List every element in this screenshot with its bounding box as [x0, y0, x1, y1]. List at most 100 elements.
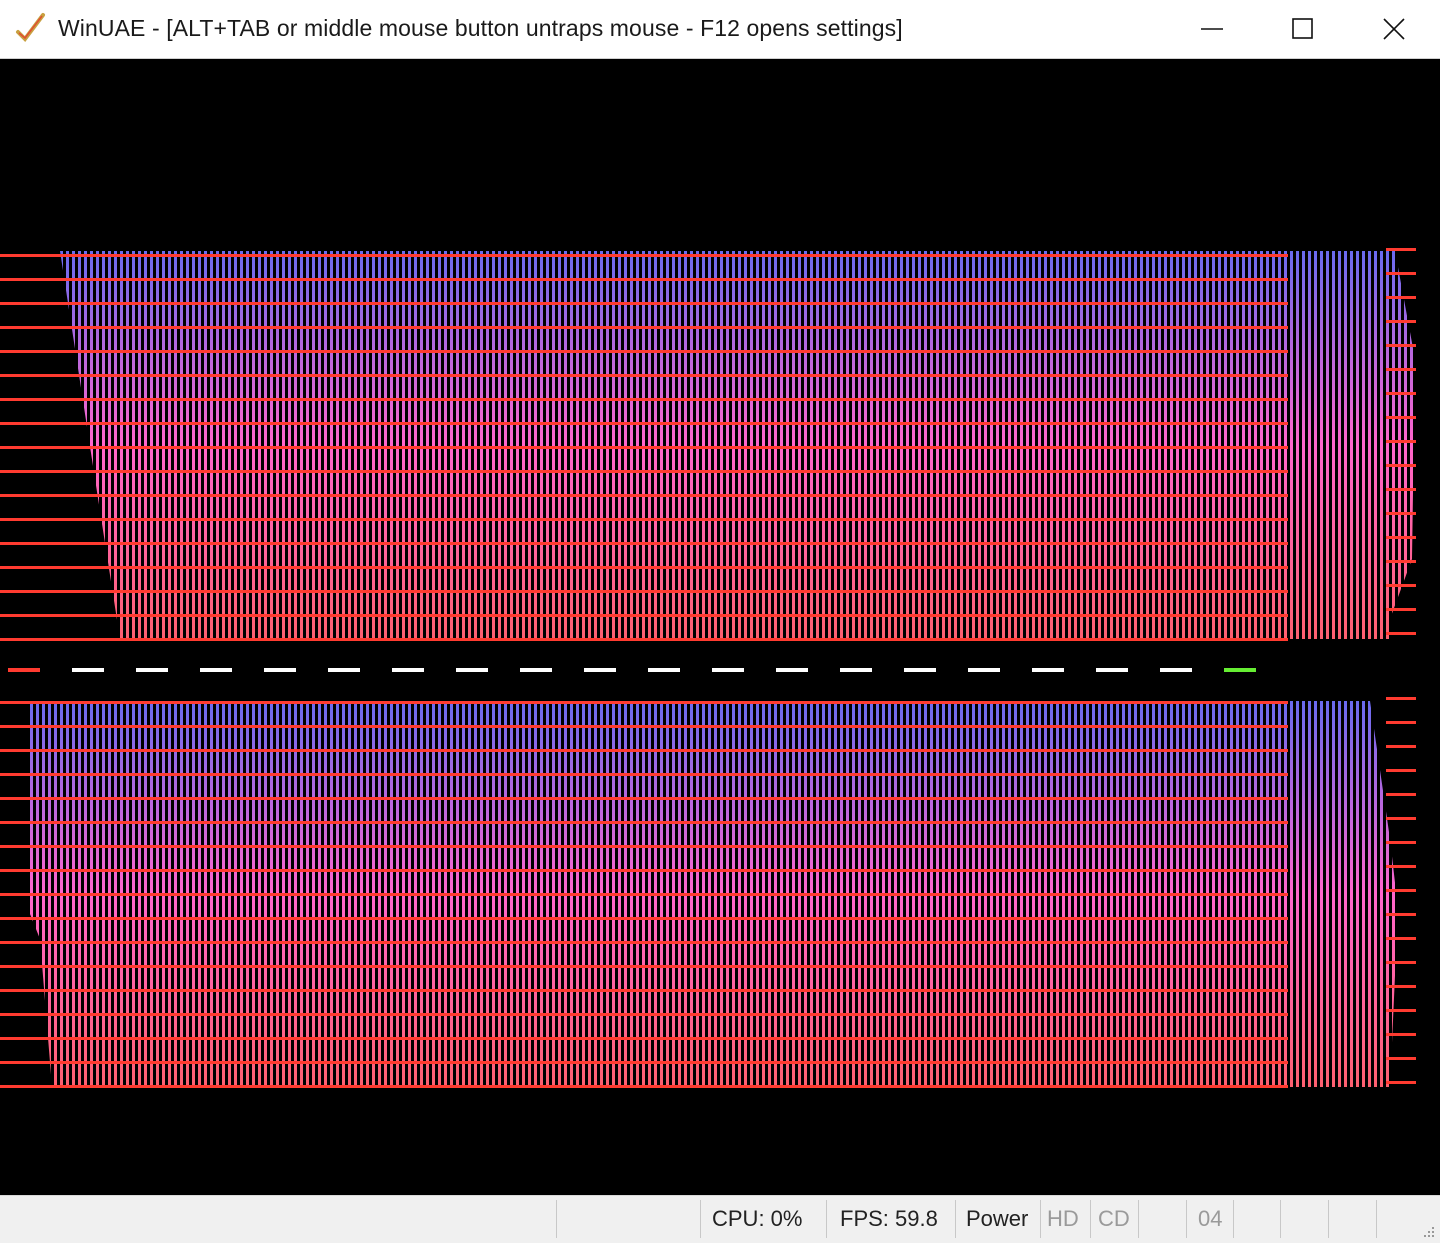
raster-line [0, 1037, 1288, 1040]
divider-dash [1032, 668, 1064, 672]
status-separator [1280, 1200, 1281, 1238]
raster-line [0, 821, 1288, 824]
resize-grip-icon[interactable] [1420, 1223, 1436, 1239]
raster-line [0, 965, 1288, 968]
divider-dash [456, 668, 488, 672]
raster-line [0, 494, 1288, 497]
raster-marker [1386, 560, 1416, 563]
close-button[interactable] [1348, 0, 1440, 58]
raster-line [0, 1085, 1288, 1088]
raster-marker [1386, 440, 1416, 443]
raster-marker [1386, 913, 1416, 916]
raster-line [0, 254, 1288, 257]
raster-line [0, 1013, 1288, 1016]
raster-line [0, 542, 1288, 545]
raster-marker [1386, 985, 1416, 988]
minimize-button[interactable] [1166, 0, 1258, 58]
raster-marker [1386, 488, 1416, 491]
raster-marker [1386, 272, 1416, 275]
raster-line [0, 590, 1288, 593]
raster-line [0, 326, 1288, 329]
raster-line [0, 1061, 1288, 1064]
close-icon [1383, 18, 1405, 40]
divider-dash [264, 668, 296, 672]
divider-marker [1224, 668, 1256, 672]
status-separator [1090, 1200, 1091, 1238]
minimize-icon [1201, 28, 1223, 30]
status-separator [955, 1200, 956, 1238]
raster-marker [1386, 248, 1416, 251]
raster-line [0, 917, 1288, 920]
raster-line [0, 446, 1288, 449]
raster-marker [1386, 464, 1416, 467]
raster-line [0, 869, 1288, 872]
raster-marker [1386, 697, 1416, 700]
divider-dash [136, 668, 168, 672]
raster-marker [1386, 608, 1416, 611]
divider-dash [776, 668, 808, 672]
title-bar[interactable]: WinUAE - [ALT+TAB or middle mouse button… [0, 0, 1440, 59]
divider-dash [200, 668, 232, 672]
raster-line [0, 518, 1288, 521]
maximize-button[interactable] [1257, 0, 1349, 58]
raster-line [0, 302, 1288, 305]
divider-dash [584, 668, 616, 672]
divider-dash [904, 668, 936, 672]
raster-line [0, 725, 1288, 728]
raster-line [0, 374, 1288, 377]
divider-dash [1096, 668, 1128, 672]
raster-line [0, 893, 1288, 896]
hd-led: HD [1047, 1206, 1079, 1231]
amiga-screen-graphics [0, 248, 1416, 1088]
raster-line [0, 845, 1288, 848]
raster-marker [1386, 392, 1416, 395]
raster-marker [1386, 721, 1416, 724]
divider-dash [648, 668, 680, 672]
raster-marker [1386, 817, 1416, 820]
divider-dash [840, 668, 872, 672]
divider-dash [1160, 668, 1192, 672]
raster-line [0, 278, 1288, 281]
raster-line [0, 566, 1288, 569]
raster-line [0, 470, 1288, 473]
raster-marker [1386, 1033, 1416, 1036]
raster-line [0, 797, 1288, 800]
raster-marker [1386, 865, 1416, 868]
raster-marker [1386, 344, 1416, 347]
raster-marker [1386, 841, 1416, 844]
divider-dash [72, 668, 104, 672]
floppy-track-indicator: 04 [1198, 1206, 1223, 1231]
status-separator [1186, 1200, 1187, 1238]
raster-marker [1386, 745, 1416, 748]
raster-marker [1386, 320, 1416, 323]
status-separator [1138, 1200, 1139, 1238]
emulator-display[interactable] [0, 59, 1440, 1195]
divider-dash [8, 668, 40, 672]
power-led: Power [966, 1206, 1029, 1231]
raster-line [0, 701, 1288, 704]
maximize-icon [1292, 18, 1313, 39]
status-separator [1233, 1200, 1234, 1238]
divider-dash [328, 668, 360, 672]
raster-line [0, 638, 1288, 641]
raster-line [0, 773, 1288, 776]
status-separator [1376, 1200, 1377, 1238]
raster-line [0, 989, 1288, 992]
status-separator [826, 1200, 827, 1238]
divider-dash [712, 668, 744, 672]
raster-marker [1386, 961, 1416, 964]
raster-line [0, 350, 1288, 353]
divider-dash [520, 668, 552, 672]
divider-dash [392, 668, 424, 672]
upper-raster-block [60, 251, 1415, 639]
cpu-indicator: CPU: 0% [712, 1206, 803, 1231]
window-title: WinUAE - [ALT+TAB or middle mouse button… [58, 15, 903, 41]
raster-marker [1386, 368, 1416, 371]
raster-line [0, 422, 1288, 425]
status-separator [556, 1200, 557, 1238]
raster-marker [1386, 1009, 1416, 1012]
cd-led: CD [1098, 1206, 1130, 1231]
raster-line [0, 941, 1288, 944]
status-bar: CPU: 0% FPS: 59.8 Power HD CD 04 [0, 1195, 1440, 1243]
raster-marker [1386, 793, 1416, 796]
